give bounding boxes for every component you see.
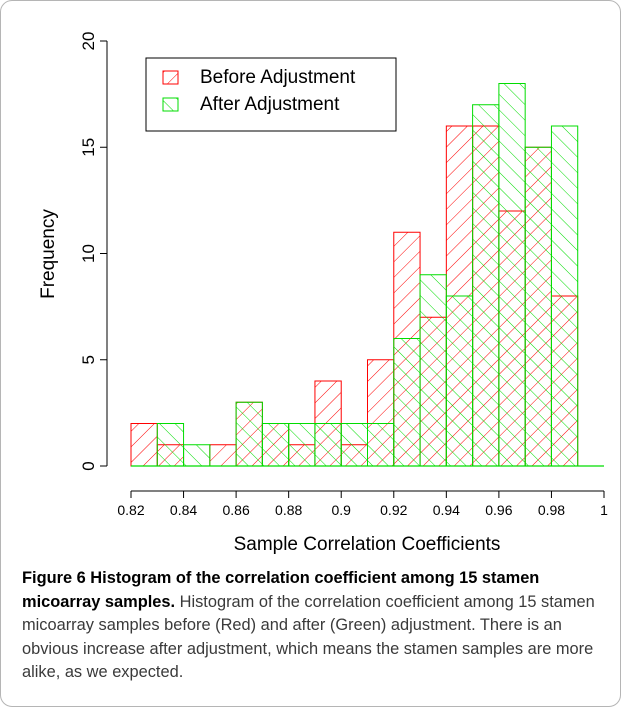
caption-title: Figure 6 Histogram of the correlation co… — [22, 569, 540, 611]
legend-swatch-after — [162, 97, 179, 112]
bar-after-5 — [261, 423, 290, 467]
bars-layer — [130, 83, 604, 467]
y-tick-label: 0 — [79, 461, 98, 470]
bar-after-11 — [419, 274, 447, 467]
legend-swatch-before — [162, 70, 179, 85]
x-tick-label: 0.82 — [117, 502, 144, 518]
x-tick-label: 0.98 — [538, 502, 565, 518]
bar-after-10 — [393, 338, 421, 467]
x-tick-label: 0.92 — [380, 502, 407, 518]
bar-after-14 — [498, 83, 526, 467]
legend-box — [145, 57, 397, 132]
bar-after-15 — [524, 146, 552, 467]
bar-after-6 — [288, 423, 316, 467]
legend-label-after: After Adjustment — [200, 94, 340, 115]
x-tick-label: 0.84 — [170, 502, 197, 518]
bar-after-13 — [472, 104, 500, 467]
bar-after-9 — [367, 423, 395, 467]
histogram-chart: 0.82 0.84 0.86 0.88 0.9 0.92 0.94 0.96 0.98 10510… — [38, 32, 608, 555]
bar-after-8 — [340, 423, 369, 467]
x-tick-label: 0.88 — [275, 502, 302, 518]
y-tick-label: 15 — [79, 138, 98, 157]
bar-after-2 — [183, 444, 211, 467]
bar-after-1 — [156, 423, 185, 467]
caption-body: Histogram of the correlation coefficient… — [22, 592, 595, 682]
y-tick-label: 5 — [79, 355, 98, 364]
legend: Before Adjustment After Adjustment — [145, 57, 397, 132]
y-tick-label: 20 — [79, 32, 98, 51]
x-tick-label: 0.96 — [485, 502, 512, 518]
bar-before-0 — [130, 423, 158, 467]
x-tick-label: 0.86 — [222, 502, 249, 518]
legend-label-before: Before Adjustment — [200, 67, 356, 88]
x-axis-label: Sample Correlation Coefficients — [234, 534, 501, 555]
bar-after-4 — [235, 401, 263, 467]
x-tick-label: 0.94 — [433, 502, 460, 518]
y-tick-label: 10 — [79, 244, 98, 263]
bar-after-16 — [550, 125, 579, 467]
x-tick-label: 1 — [600, 502, 608, 518]
bar-after-12 — [445, 295, 474, 467]
bar-before-3 — [209, 444, 237, 467]
figure-caption: Figure 6 Histogram of the correlation co… — [22, 567, 617, 685]
x-tick-label: 0.9 — [331, 502, 351, 518]
y-axis-label: Frequency — [38, 209, 59, 299]
bar-after-7 — [314, 423, 342, 467]
axes-layer: 0.82 0.84 0.86 0.88 0.9 0.92 0.94 0.96 0.98 10510… — [79, 32, 608, 518]
